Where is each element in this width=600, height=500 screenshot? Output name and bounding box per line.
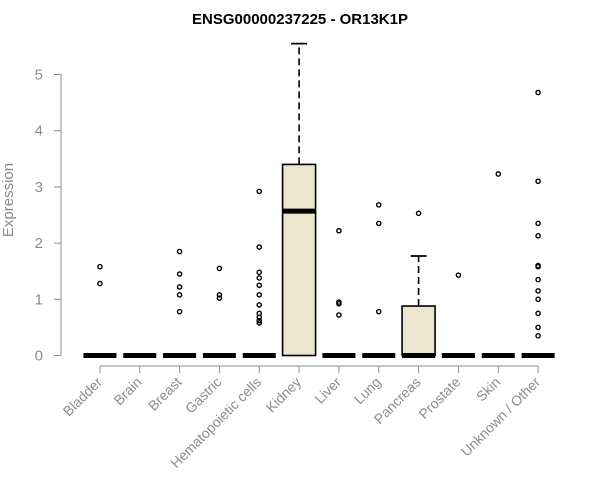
- y-axis: 0 1 2 3 4 5: [35, 67, 62, 365]
- x-tick-label: Brain: [110, 374, 144, 408]
- y-tick-label: 0: [35, 348, 43, 365]
- outlier-point: [256, 244, 263, 250]
- outlier-point: [216, 265, 223, 272]
- box-prostate: [441, 272, 475, 358]
- outlier-point: [256, 320, 263, 326]
- outlier-point: [375, 308, 382, 315]
- x-tick-label: Bladder: [60, 374, 106, 420]
- outlier-point: [455, 272, 462, 278]
- x-tick-label: Skin: [473, 374, 504, 405]
- x-tick-label: Breast: [145, 374, 185, 414]
- outlier-point: [97, 280, 103, 287]
- outlier-point: [256, 282, 263, 289]
- outlier-point: [535, 324, 541, 331]
- box-skin: [481, 171, 515, 358]
- outlier-point: [176, 284, 183, 290]
- y-tick-label: 3: [35, 179, 43, 196]
- y-tick-label: 4: [35, 123, 43, 140]
- outlier-point: [216, 295, 223, 301]
- box-bladder: [83, 263, 117, 358]
- outlier-point: [256, 188, 263, 195]
- outlier-point: [97, 263, 103, 270]
- box-liver: [322, 227, 356, 358]
- outlier-point: [495, 171, 502, 177]
- boxes-layer: [83, 42, 555, 358]
- box-kidney: [281, 42, 317, 357]
- outlier-point: [176, 292, 183, 298]
- outlier-point: [535, 296, 541, 303]
- outlier-point: [535, 220, 541, 227]
- box-breast: [163, 248, 197, 358]
- box-lung: [362, 202, 396, 358]
- outlier-point: [375, 220, 382, 227]
- outlier-point: [535, 263, 541, 270]
- x-tick-label: Prostate: [415, 374, 463, 422]
- x-tick-label: Liver: [311, 374, 344, 407]
- outlier-point: [176, 248, 183, 255]
- outlier-point: [535, 276, 541, 283]
- outlier-point: [375, 202, 382, 208]
- box-hematopoietic-cells: [242, 188, 276, 358]
- box-body: [401, 305, 436, 357]
- y-tick-label: 2: [35, 235, 43, 252]
- outlier-point: [256, 292, 263, 298]
- box-pancreas: [401, 210, 436, 358]
- outlier-point: [535, 232, 541, 239]
- outlier-point: [535, 333, 541, 339]
- outlier-point: [336, 300, 342, 307]
- outlier-point: [256, 314, 263, 321]
- box-gastric: [202, 265, 236, 358]
- outlier-point: [176, 271, 183, 277]
- outlier-point: [535, 310, 541, 317]
- outlier-point: [216, 292, 223, 298]
- outlier-point: [176, 308, 183, 315]
- y-tick-label: 1: [35, 291, 43, 308]
- outlier-point: [535, 288, 541, 294]
- box-body: [281, 163, 317, 357]
- box-unknown-other: [521, 89, 555, 358]
- outlier-point: [535, 89, 541, 96]
- outlier-point: [535, 178, 541, 185]
- chart-title: ENSG00000237225 - OR13K1P: [192, 11, 408, 28]
- x-tick-label: Kidney: [263, 374, 305, 416]
- y-axis-label: Expression: [0, 163, 17, 237]
- outlier-point: [256, 275, 263, 281]
- outlier-point: [256, 302, 263, 308]
- outlier-point: [256, 317, 263, 324]
- y-tick-label: 5: [35, 67, 43, 84]
- outlier-point: [336, 312, 342, 318]
- x-tick-label: Lung: [351, 374, 384, 407]
- outlier-point: [256, 269, 263, 276]
- outlier-point: [336, 227, 342, 234]
- outlier-point: [415, 210, 422, 217]
